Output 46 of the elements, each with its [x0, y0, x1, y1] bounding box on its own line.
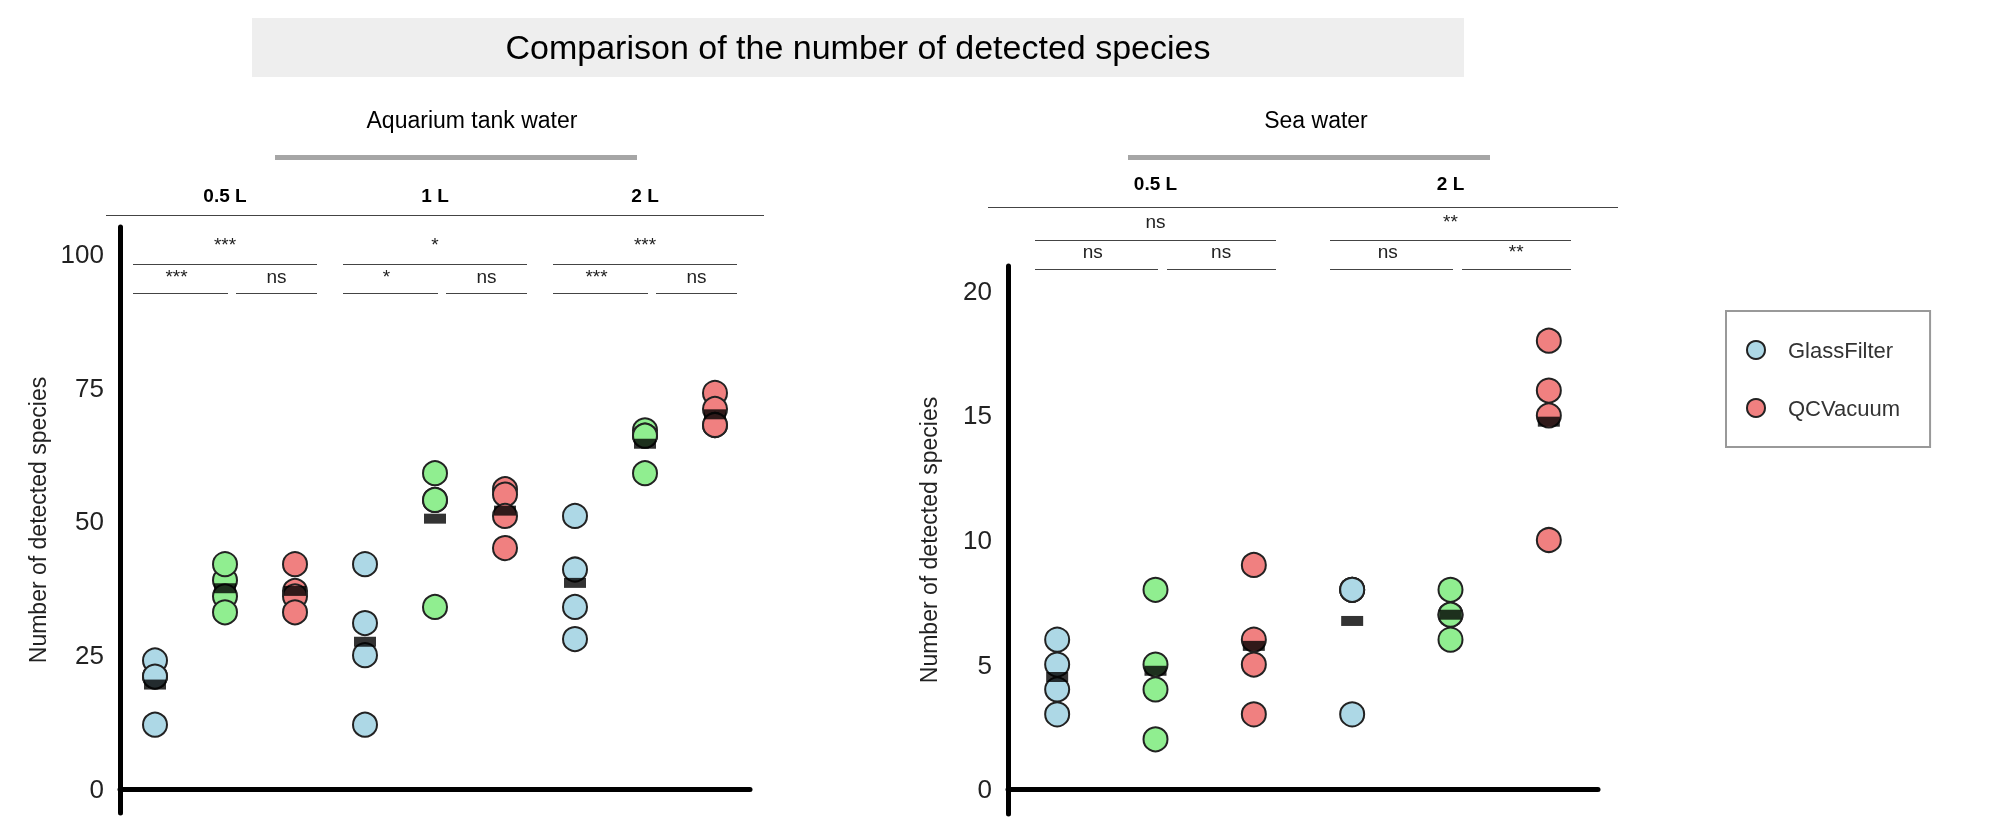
significance-bracket: **	[1330, 212, 1571, 241]
significance-bracket: ***	[133, 235, 317, 265]
y-axis-title: Number of detected species	[915, 396, 942, 684]
x-tick-label: 1 L	[421, 185, 450, 206]
significance-bracket: ns	[1035, 212, 1276, 241]
significance-bracket: ***	[553, 267, 648, 294]
annotation: ns	[476, 266, 497, 287]
chart-subtitle: Sea water	[1264, 106, 1369, 133]
y-tick-label: 75	[75, 372, 104, 403]
annotation: ***	[585, 266, 608, 287]
significance-bracket: ns	[1330, 242, 1454, 270]
significance-bracket: *	[343, 267, 438, 294]
x-tick-label: 2 L	[1436, 173, 1465, 194]
annotation: ns	[266, 266, 287, 287]
annotation: ***	[213, 234, 237, 255]
y-tick-label: 50	[75, 506, 104, 537]
chart-subtitle: Aquarium tank water	[366, 106, 578, 133]
significance-bracket: ***	[553, 235, 737, 265]
significance-bracket: ns	[236, 267, 317, 294]
annotation: ***	[165, 266, 188, 287]
x-tick-label: 0.5 L	[1133, 173, 1178, 194]
significance-bracket: ***	[133, 267, 228, 294]
x-tick-label: 0.5 L	[203, 185, 248, 206]
significance-bracket: ns	[446, 267, 527, 294]
legend-label: GlassFilter	[1788, 337, 1894, 363]
annotation: ***	[633, 234, 657, 255]
significance-bracket: *	[343, 235, 527, 265]
y-axis-title: Number of detected species	[25, 376, 52, 664]
y-tick-label: 100	[60, 238, 104, 269]
y-tick-label: 15	[963, 400, 992, 431]
y-tick-label: 0	[89, 773, 104, 804]
significance-bracket: ns	[1166, 242, 1276, 270]
annotation: *	[431, 234, 439, 255]
significance-bracket: **	[1461, 242, 1571, 270]
x-tick-label: 2 L	[631, 185, 660, 206]
y-tick-label: 0	[977, 774, 992, 805]
legend-label: QCVacuum	[1788, 395, 1901, 421]
text: Comparison of the number of detected species	[252, 18, 1464, 77]
significance-bracket: ns	[1035, 242, 1159, 270]
y-tick-label: 25	[75, 640, 104, 671]
annotation: *	[382, 266, 391, 287]
annotation: ns	[686, 266, 707, 287]
significance-bracket: ns	[656, 267, 737, 294]
y-tick-label: 10	[963, 525, 992, 555]
y-tick-label: 20	[963, 275, 992, 306]
y-tick-label: 5	[977, 649, 992, 680]
